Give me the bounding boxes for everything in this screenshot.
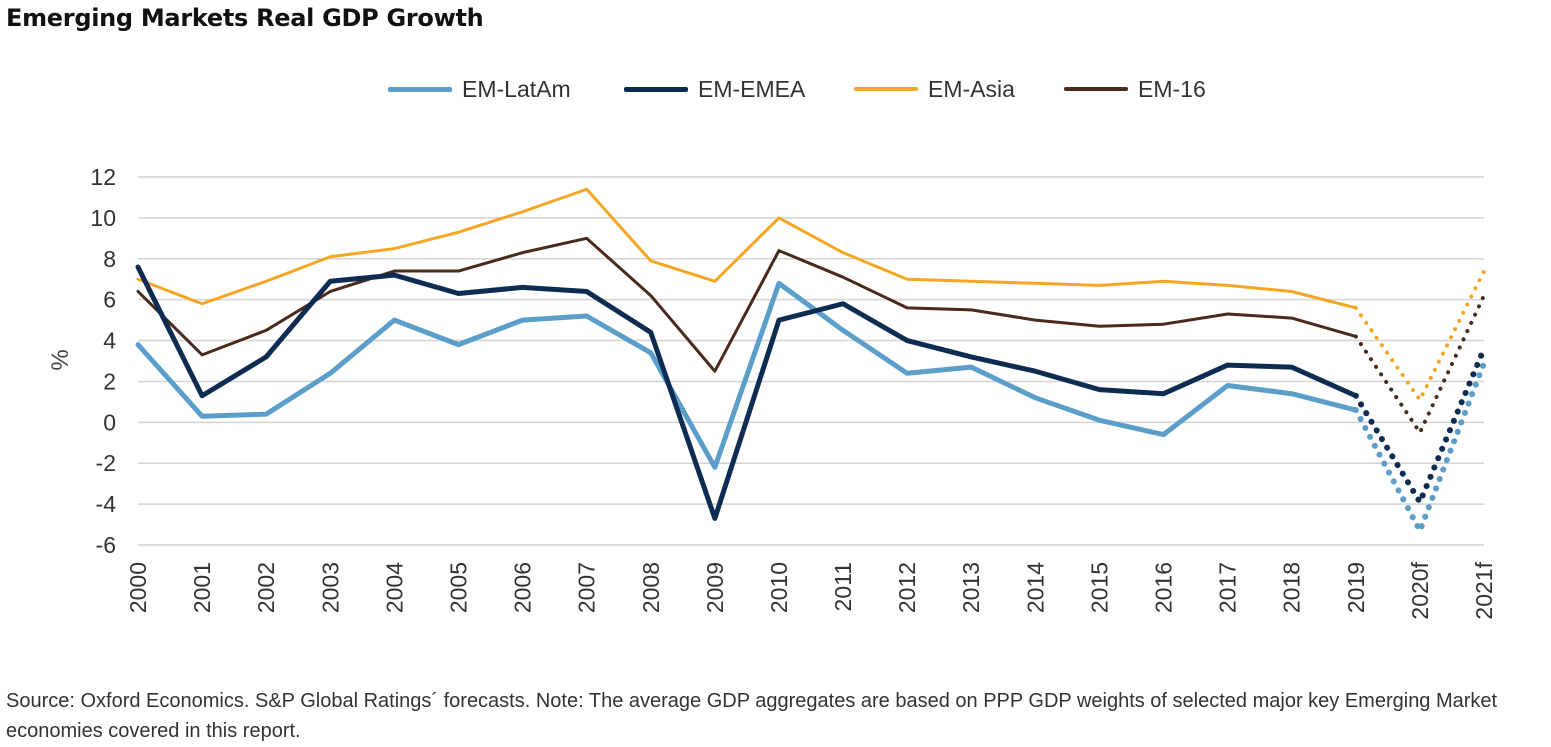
x-tick-label: 2000: [125, 562, 151, 613]
x-axis-ticks: 2000 2001 2002 2003 2004 2005 2006 2007 2008 2009…: [125, 561, 1497, 619]
x-tick-label: 2005: [445, 562, 471, 613]
legend-item-em-16: EM-16: [1064, 72, 1206, 106]
line-chart: -6 -4 -2 0 2 4 6 8 10 12 2000 2001 2002 2003 2004 2005…: [47, 164, 1497, 620]
x-tick-label: 2014: [1022, 562, 1048, 613]
x-tick-label: 2002: [253, 562, 279, 613]
x-tick-label: 2020f: [1407, 561, 1433, 619]
x-tick-label: 2015: [1086, 562, 1112, 613]
chart-legend: EM-LatAm EM-EMEA EM-Asia EM-16: [0, 72, 1551, 106]
x-tick-label: 2009: [702, 562, 728, 613]
x-tick-label: 2006: [510, 562, 536, 613]
chart-title: Emerging Markets Real GDP Growth: [6, 4, 484, 32]
y-tick-label: 10: [90, 205, 116, 231]
x-tick-label: 2008: [638, 562, 664, 613]
x-tick-label: 2017: [1215, 562, 1241, 613]
x-tick-label: 2007: [574, 562, 600, 613]
x-tick-label: 2003: [317, 562, 343, 613]
legend-swatch-em-16: [1064, 87, 1128, 91]
legend-label-em-latam: EM-LatAm: [462, 75, 571, 102]
y-tick-label: 4: [103, 328, 116, 354]
legend-swatch-em-asia: [854, 87, 918, 91]
y-tick-label: -4: [96, 491, 117, 517]
legend-swatch-em-latam: [388, 86, 452, 92]
x-tick-label: 2011: [830, 562, 856, 611]
series-line-em-emea: [135, 264, 1359, 521]
y-axis-label: %: [47, 349, 74, 370]
y-tick-label: 0: [103, 409, 116, 435]
series-line-em-16: [136, 236, 1358, 373]
series-forecast-em-emea: [1352, 345, 1487, 509]
y-axis-ticks: -6 -4 -2 0 2 4 6 8 10 12: [90, 164, 116, 558]
y-tick-label: -2: [96, 450, 116, 476]
x-tick-label: 2016: [1151, 562, 1177, 613]
source-note: Source: Oxford Economics. S&P Global Rat…: [6, 690, 1498, 742]
series-lines: [135, 187, 1487, 538]
x-tick-label: 2004: [381, 562, 407, 613]
legend-label-em-asia: EM-Asia: [928, 75, 1015, 102]
y-tick-label: 6: [103, 287, 116, 313]
y-tick-label: 2: [103, 368, 116, 394]
y-tick-label: -6: [96, 532, 116, 558]
gridlines: [138, 176, 1484, 546]
legend-label-em-emea: EM-EMEA: [698, 75, 806, 102]
series-forecast-em-asia: [1353, 269, 1486, 404]
x-tick-label: 2013: [958, 562, 984, 613]
x-tick-label: 2010: [766, 562, 792, 613]
legend-swatch-em-emea: [624, 86, 688, 92]
legend-label-em-16: EM-16: [1138, 75, 1206, 102]
x-tick-label: 2018: [1279, 562, 1305, 613]
x-tick-label: 2012: [894, 562, 920, 613]
series-forecast-em-latam: [1352, 360, 1487, 538]
x-tick-label: 2021f: [1471, 561, 1497, 619]
y-tick-label: 12: [90, 164, 116, 190]
legend-item-em-asia: EM-Asia: [854, 72, 1015, 106]
y-tick-label: 8: [103, 246, 116, 272]
legend-item-em-latam: EM-LatAm: [388, 72, 571, 106]
x-tick-label: 2001: [189, 562, 215, 613]
x-tick-label: 2019: [1343, 562, 1369, 613]
legend-item-em-emea: EM-EMEA: [624, 72, 805, 106]
series-line-em-latam: [135, 280, 1359, 470]
series-line-em-asia: [136, 187, 1358, 310]
